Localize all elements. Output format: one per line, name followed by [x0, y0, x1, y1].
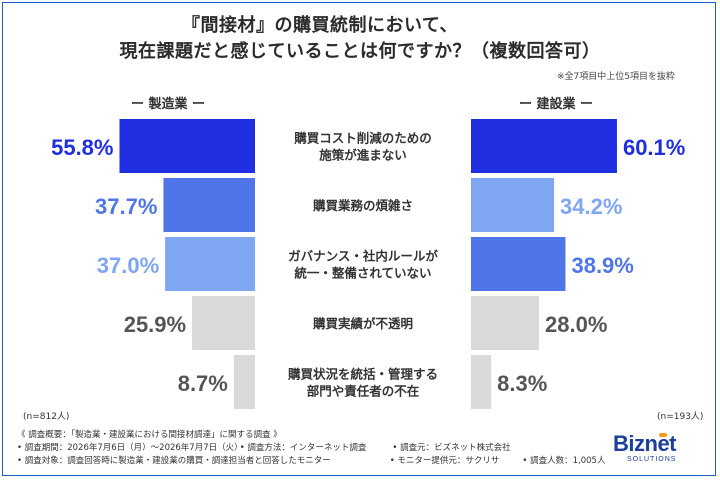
value-label-right-1: 34.2%	[560, 194, 622, 219]
bar-right-0	[471, 119, 617, 173]
survey-target: • 調査対象：調査回答時に製造業・建設業の購買・調達担当者と回答したモニター	[17, 456, 331, 466]
logo-accent	[659, 433, 667, 437]
bar-right-2	[471, 237, 566, 291]
value-label-left-3: 25.9%	[124, 312, 186, 337]
value-label-left-2: 37.0%	[97, 253, 159, 278]
survey-count: • 調査人数：1,005人	[522, 456, 606, 466]
right-group-header: ー 建設業 ー	[519, 97, 594, 112]
category-label-4-1: 部門や責任者の不在	[307, 384, 420, 399]
value-label-right-0: 60.1%	[623, 135, 685, 160]
survey-period: • 調査期間：2026年7月6日（月）〜2026年7月7日（火）	[17, 443, 243, 453]
value-label-right-3: 28.0%	[545, 312, 607, 337]
survey-provider: • モニター提供元：サクリサ	[389, 456, 500, 466]
bar-left-4	[233, 355, 255, 409]
category-label-1-0: 購買業務の煩雑さ	[312, 198, 413, 213]
right-sample-size: (n=193人)	[657, 412, 704, 422]
value-label-right-4: 8.3%	[497, 371, 547, 396]
value-label-left-0: 55.8%	[51, 135, 113, 160]
infographic-frame: 『間接材』の購買統制において、 現在課題だと感じていることは何ですか？（複数回答…	[2, 2, 716, 476]
value-label-right-2: 38.9%	[571, 253, 633, 278]
category-label-3-0: 購買実績が不透明	[312, 316, 413, 331]
survey-summary: 《 調査概要：「製造業・建設業における間接材調達」に関する調査 》	[17, 430, 282, 440]
survey-overview: 《 調査概要：「製造業・建設業における間接材調達」に関する調査 》 • 調査期間…	[17, 429, 617, 468]
left-group-header: ー 製造業 ー	[131, 97, 206, 112]
survey-method: • 調査方法：インターネット調査	[239, 443, 367, 453]
bar-left-3	[192, 296, 255, 350]
category-label-2-0: ガバナンス・社内ルールが	[288, 249, 438, 264]
selection-note: ※全7項目中上位5項目を抜粋	[557, 72, 675, 82]
value-label-left-1: 37.7%	[95, 194, 157, 219]
survey-organizer: • 調査元：ビズネット株式会社	[392, 443, 511, 453]
logo-sub: SOLUTIONS	[627, 456, 677, 463]
bar-right-4	[471, 355, 492, 409]
left-sample-size: (n=812人)	[23, 412, 70, 422]
category-label-2-1: 統一・整備されていない	[294, 266, 431, 281]
bar-right-3	[471, 296, 539, 350]
bar-left-1	[163, 178, 255, 232]
category-label-0-1: 施策が進まない	[319, 148, 407, 163]
category-label-0-0: 購買コスト削減のための	[293, 131, 432, 146]
bar-left-2	[165, 237, 255, 291]
bar-right-1	[471, 178, 555, 232]
chart-title-line2: 現在課題だと感じていることは何ですか？（複数回答可）	[119, 41, 601, 62]
category-label-4-0: 購買状況を統括・管理する	[287, 367, 438, 382]
bar-left-0	[119, 119, 255, 173]
value-label-left-4: 8.7%	[178, 371, 228, 396]
biznet-logo: Biznet SOLUTIONS	[613, 431, 697, 467]
chart-title-line1: 『間接材』の購買統制において、	[181, 15, 459, 36]
